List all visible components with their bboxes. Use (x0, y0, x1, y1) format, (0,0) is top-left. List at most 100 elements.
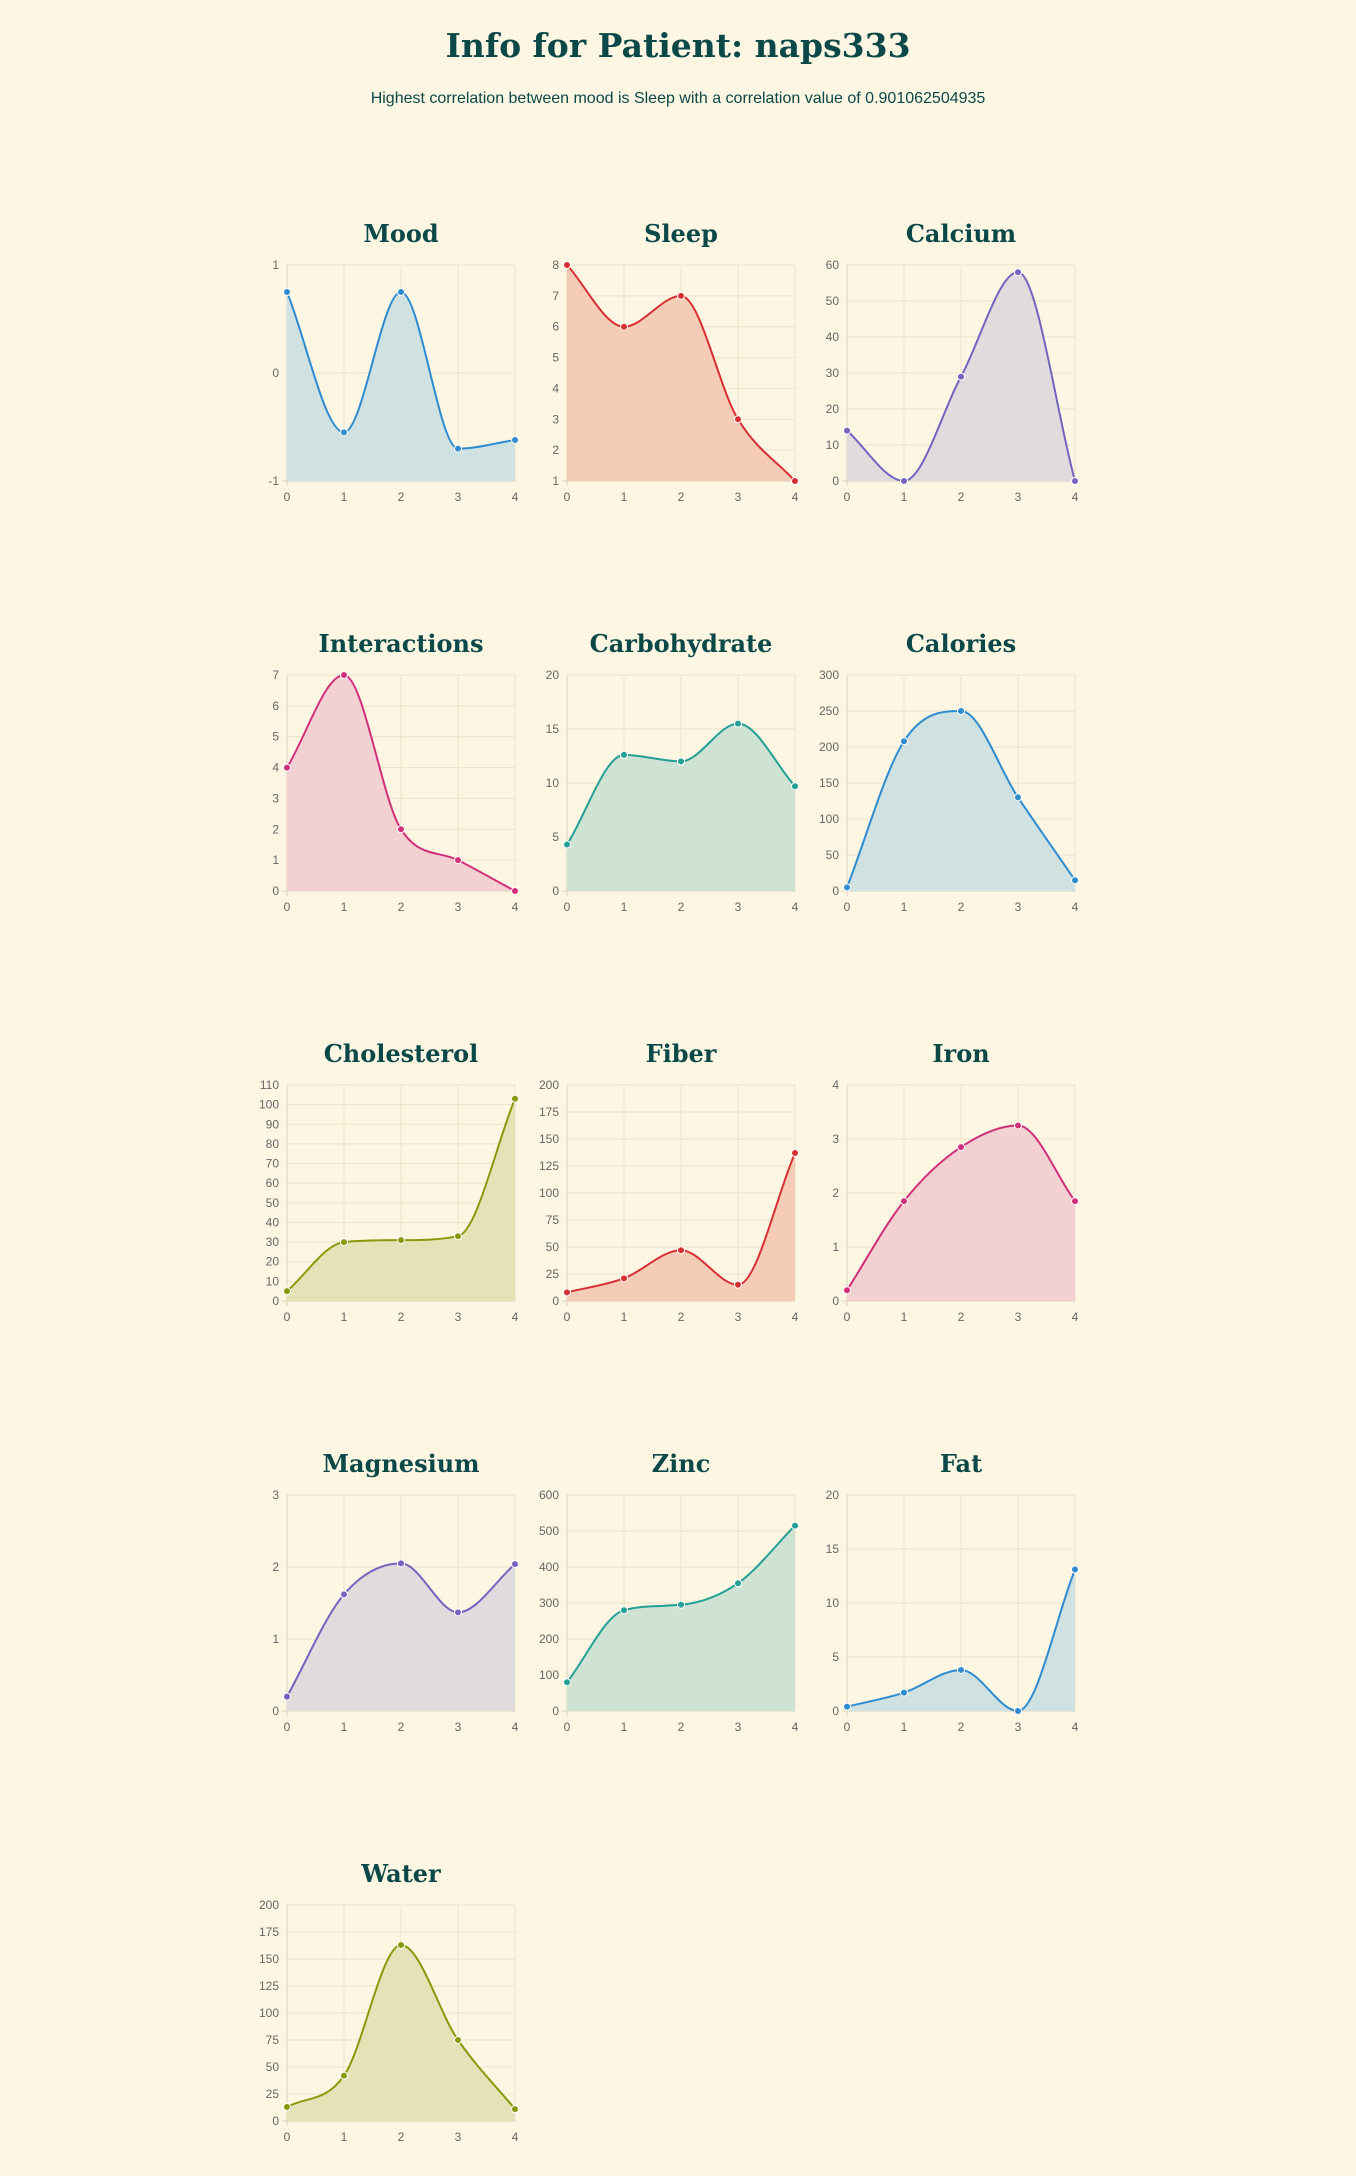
sleep-x-tick-label: 4 (792, 490, 799, 504)
iron-data-point[interactable] (1014, 1121, 1022, 1130)
iron-x-tick-label: 0 (844, 1310, 851, 1324)
fat-data-point[interactable] (843, 1702, 851, 1711)
magnesium-data-point[interactable] (340, 1590, 348, 1599)
interactions-area-fill (287, 675, 515, 891)
cholesterol-data-point[interactable] (283, 1287, 291, 1296)
sleep-data-point[interactable] (677, 291, 685, 300)
cholesterol-data-point[interactable] (511, 1094, 519, 1103)
mood-data-point[interactable] (454, 444, 462, 453)
calories-y-tick-label: 300 (819, 668, 839, 682)
iron-chart: 0 1 2 3 4 0 1 2 3 4 (832, 1078, 1079, 1324)
sleep-data-point[interactable] (620, 322, 628, 331)
interactions-data-point[interactable] (340, 671, 348, 679)
fat-y-tick-label: 20 (826, 1488, 840, 1502)
interactions-y-tick-label: 0 (272, 884, 279, 898)
interactions-data-point[interactable] (397, 825, 405, 834)
magnesium-x-tick-label: 3 (455, 1720, 462, 1734)
sleep-data-point[interactable] (791, 477, 799, 485)
calcium-data-point[interactable] (957, 372, 965, 381)
calories-data-point[interactable] (957, 707, 965, 715)
sleep-y-tick-label: 6 (552, 320, 559, 334)
zinc-y-tick-label: 600 (539, 1488, 559, 1502)
calcium-y-tick-label: 30 (826, 366, 840, 380)
interactions-data-point[interactable] (511, 887, 519, 895)
water-data-point[interactable] (511, 2105, 519, 2114)
calcium-data-point[interactable] (1071, 477, 1079, 485)
magnesium-data-point[interactable] (454, 1608, 462, 1617)
zinc-data-point[interactable] (734, 1579, 742, 1588)
calories-data-point[interactable] (900, 737, 908, 746)
fiber-y-tick-label: 175 (539, 1105, 559, 1119)
water-data-point[interactable] (454, 2036, 462, 2044)
sleep-series-line (566, 264, 796, 482)
water-data-point[interactable] (340, 2071, 348, 2080)
calories-data-point[interactable] (1014, 793, 1022, 802)
zinc-data-point[interactable] (563, 1678, 571, 1687)
carbohydrate-data-point[interactable] (677, 757, 685, 766)
sleep-data-point[interactable] (734, 415, 742, 424)
sleep-area-fill (567, 265, 795, 481)
water-y-tick-label: 200 (259, 1898, 279, 1912)
fiber-data-point[interactable] (620, 1274, 628, 1283)
calories-y-tick-label: 250 (819, 704, 839, 718)
zinc-data-point[interactable] (791, 1521, 799, 1530)
fiber-area-fill (567, 1153, 795, 1301)
iron-data-point[interactable] (1071, 1197, 1079, 1206)
mood-data-point[interactable] (397, 288, 405, 296)
mood-data-point[interactable] (283, 288, 291, 296)
sleep-data-point[interactable] (563, 261, 571, 269)
carbohydrate-data-point[interactable] (734, 719, 742, 728)
fat-data-point[interactable] (900, 1688, 908, 1697)
page-title: Info for Patient: naps333 (445, 26, 911, 65)
water-data-point[interactable] (397, 1940, 405, 1949)
cholesterol-area-fill (287, 1098, 515, 1301)
carbohydrate-data-point[interactable] (620, 750, 628, 759)
water-x-tick-label: 0 (284, 2130, 291, 2144)
fat-y-tick-label: 5 (832, 1650, 839, 1664)
interactions-data-point[interactable] (283, 763, 291, 772)
carbohydrate-area-fill (567, 723, 795, 891)
sleep-x-tick-label: 2 (678, 490, 685, 504)
fiber-data-point[interactable] (677, 1246, 685, 1255)
calcium-data-point[interactable] (843, 426, 851, 435)
carbohydrate-data-point[interactable] (563, 840, 571, 849)
fat-chart: 0 5 10 15 20 0 1 2 3 4 (826, 1488, 1079, 1734)
cholesterol-data-point[interactable] (340, 1238, 348, 1247)
sleep-x-tick-label: 3 (735, 490, 742, 504)
fat-data-point[interactable] (957, 1665, 965, 1674)
calcium-y-tick-label: 60 (826, 258, 840, 272)
zinc-data-point[interactable] (677, 1600, 685, 1609)
water-data-point[interactable] (283, 2102, 291, 2111)
mood-data-point[interactable] (511, 435, 519, 444)
fiber-y-tick-label: 25 (546, 1267, 560, 1281)
fiber-data-point[interactable] (563, 1288, 571, 1297)
magnesium-data-point[interactable] (283, 1692, 291, 1701)
magnesium-data-point[interactable] (397, 1559, 405, 1568)
cholesterol-x-tick-label: 1 (341, 1310, 348, 1324)
fiber-data-point[interactable] (734, 1280, 742, 1289)
fat-data-point[interactable] (1071, 1565, 1079, 1574)
iron-data-point[interactable] (843, 1286, 851, 1295)
interactions-data-point[interactable] (454, 856, 462, 865)
calcium-data-point[interactable] (1014, 268, 1022, 277)
fat-area-fill (847, 1569, 1075, 1711)
magnesium-data-point[interactable] (511, 1560, 519, 1569)
carbohydrate-data-point[interactable] (791, 782, 799, 791)
calories-data-point[interactable] (1071, 876, 1079, 885)
mood-y-tick-label: -1 (268, 474, 279, 488)
iron-data-point[interactable] (900, 1197, 908, 1206)
fat-data-point[interactable] (1014, 1707, 1022, 1715)
zinc-data-point[interactable] (620, 1606, 628, 1615)
mood-data-point[interactable] (340, 428, 348, 437)
zinc-y-tick-label: 400 (539, 1560, 559, 1574)
zinc-x-tick-label: 4 (792, 1720, 799, 1734)
carbohydrate-y-tick-label: 15 (546, 722, 560, 736)
calories-data-point[interactable] (843, 883, 851, 892)
fiber-data-point[interactable] (791, 1149, 799, 1158)
iron-data-point[interactable] (957, 1143, 965, 1152)
calcium-data-point[interactable] (900, 477, 908, 485)
cholesterol-data-point[interactable] (397, 1236, 405, 1245)
iron-area-fill (847, 1125, 1075, 1301)
cholesterol-data-point[interactable] (454, 1232, 462, 1241)
cholesterol-y-tick-label: 30 (266, 1235, 280, 1249)
